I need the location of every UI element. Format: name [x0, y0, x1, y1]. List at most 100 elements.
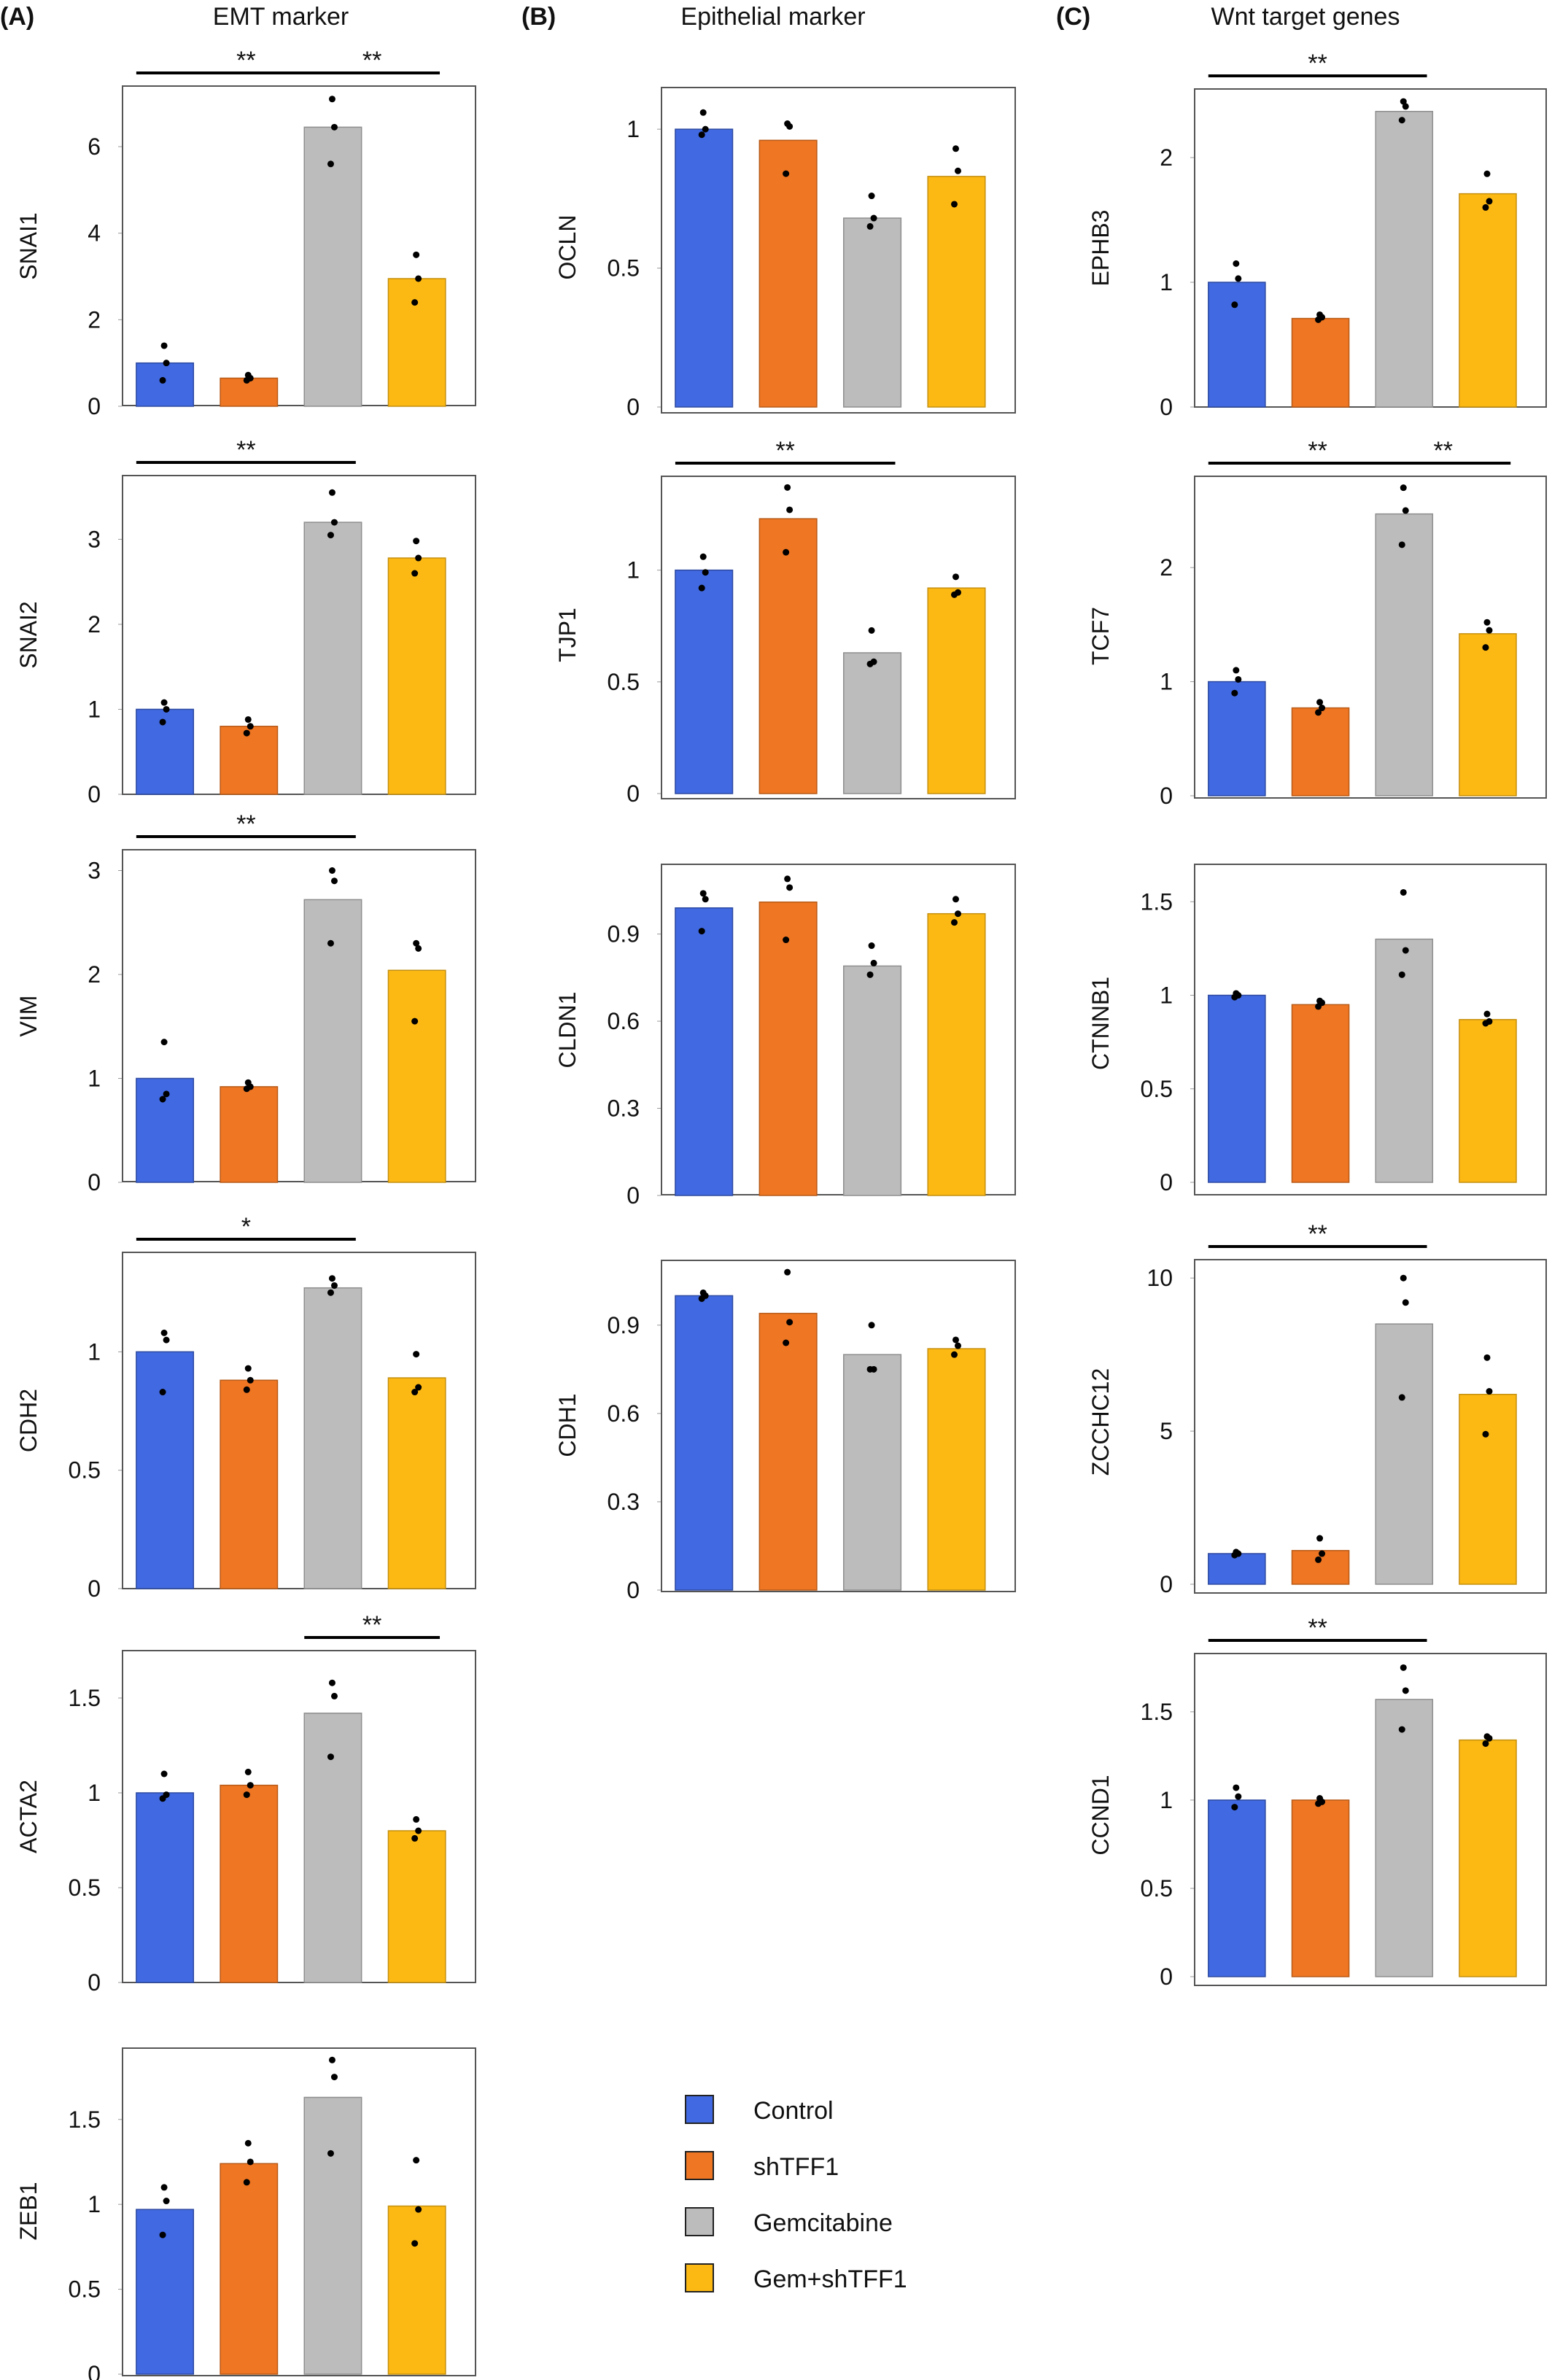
data-point	[160, 342, 168, 349]
data-point	[1483, 170, 1491, 177]
bar-tcf7-0	[1208, 681, 1266, 796]
data-point	[1483, 1354, 1491, 1361]
data-point	[330, 1692, 338, 1699]
data-point	[328, 96, 335, 103]
data-point	[868, 627, 875, 634]
data-point	[1233, 667, 1240, 674]
data-point	[868, 1322, 875, 1329]
bar-ephb3-2	[1375, 111, 1434, 408]
data-point	[159, 1389, 166, 1396]
bar-acta2-0	[136, 1792, 195, 1983]
y-tick-label: 2	[88, 611, 101, 637]
bar-cldn1-1	[758, 902, 818, 1196]
data-point	[699, 1289, 707, 1296]
data-point	[160, 2184, 168, 2191]
legend-label-gemcitabine: Gemcitabine	[753, 2209, 893, 2237]
bar-snai2-3	[387, 557, 446, 795]
data-point	[244, 1768, 252, 1775]
bar-tjp1-1	[758, 518, 818, 794]
data-point	[411, 570, 419, 577]
legend-item-gemcitabine: Gemcitabine	[685, 2207, 893, 2237]
y-tick-label: 0	[626, 780, 640, 807]
y-tick-label: 0.5	[608, 669, 640, 695]
data-point	[954, 589, 961, 596]
data-point	[866, 222, 874, 230]
significance-label: **	[1308, 1614, 1327, 1642]
chart-ctnnb1: 0 0.5 1 1.5 CTNNB1	[1087, 864, 1547, 1195]
bar-vim-3	[387, 969, 446, 1183]
data-point	[330, 123, 338, 131]
chart-tjp1: 0 0.5 1 TJP1 **	[554, 437, 1016, 807]
bar-snai1-3	[387, 278, 446, 407]
panel-label-a: (A)	[0, 3, 34, 31]
data-point	[1398, 541, 1405, 549]
y-tick-label: 0	[1160, 394, 1173, 420]
data-point	[950, 919, 958, 926]
legend-label-gem-shtff1: Gem+shTFF1	[753, 2265, 907, 2293]
y-tick-label: 1	[88, 1780, 101, 1806]
y-tick-label: 0	[626, 394, 640, 420]
y-tick-label: 1	[626, 116, 640, 142]
bar-cdh2-1	[220, 1379, 279, 1589]
data-point	[330, 2074, 338, 2081]
data-point	[1400, 1664, 1407, 1671]
y-tick-label: 0.3	[608, 1096, 640, 1122]
y-tick-label: 3	[88, 526, 101, 552]
y-tick-label: 0	[88, 1169, 101, 1195]
bar-zeb1-1	[220, 2163, 279, 2375]
data-point	[327, 2150, 334, 2157]
data-point	[786, 884, 794, 891]
y-tick-label: 1	[1160, 982, 1173, 1009]
data-point	[866, 971, 874, 978]
data-point	[954, 910, 961, 918]
data-point	[1482, 1430, 1489, 1438]
data-point	[1398, 1726, 1405, 1733]
significance-label: **	[236, 47, 255, 74]
significance-label: **	[362, 1611, 381, 1639]
data-point	[411, 1017, 419, 1025]
data-point	[328, 1275, 335, 1282]
significance-label: *	[241, 1213, 251, 1241]
bar-ephb3-0	[1208, 282, 1266, 408]
data-point	[1398, 1394, 1405, 1401]
y-tick-label: 1.5	[1141, 888, 1173, 915]
chart-snai2: 0 1 2 3 SNAI2 **	[15, 436, 476, 807]
bar-tcf7-2	[1375, 513, 1434, 796]
y-axis-label: ZCCHC12	[1087, 1368, 1114, 1476]
data-point	[1319, 1550, 1326, 1557]
data-point	[870, 959, 877, 966]
data-point	[411, 1389, 419, 1396]
bar-ctnnb1-3	[1459, 1019, 1517, 1183]
data-point	[1315, 709, 1322, 716]
plot-frame	[661, 1260, 1016, 1592]
data-point	[413, 2157, 420, 2164]
y-axis-label: CDH1	[554, 1393, 581, 1457]
bar-zcchc12-0	[1208, 1553, 1266, 1585]
significance-label: **	[1308, 50, 1327, 77]
data-point	[415, 554, 422, 562]
y-tick-label: 5	[1160, 1418, 1173, 1444]
data-point	[328, 489, 335, 496]
data-point	[159, 718, 166, 726]
bar-acta2-2	[303, 1713, 362, 1983]
y-tick-label: 0	[88, 781, 101, 807]
data-point	[786, 506, 794, 513]
y-tick-label: 1.5	[69, 2106, 101, 2133]
bar-vim-1	[220, 1086, 279, 1183]
data-point	[328, 1679, 335, 1686]
plot-frame	[1194, 1653, 1547, 1986]
data-point	[1231, 689, 1238, 697]
significance-label: **	[362, 47, 381, 74]
data-point	[1398, 971, 1405, 978]
data-point	[244, 1365, 252, 1372]
data-point	[160, 1039, 168, 1046]
chart-tcf7: 0 1 2 TCF7 ** **	[1087, 437, 1547, 809]
chart-cdh1: 0 0.3 0.6 0.9 CDH1	[554, 1260, 1016, 1603]
data-point	[1231, 301, 1238, 309]
chart-zcchc12: 0 5 10 ZCCHC12 **	[1087, 1220, 1547, 1597]
data-point	[327, 160, 334, 168]
data-point	[699, 109, 707, 116]
bar-ctnnb1-2	[1375, 938, 1434, 1183]
data-point	[699, 890, 707, 897]
y-tick-label: 1	[1160, 669, 1173, 695]
